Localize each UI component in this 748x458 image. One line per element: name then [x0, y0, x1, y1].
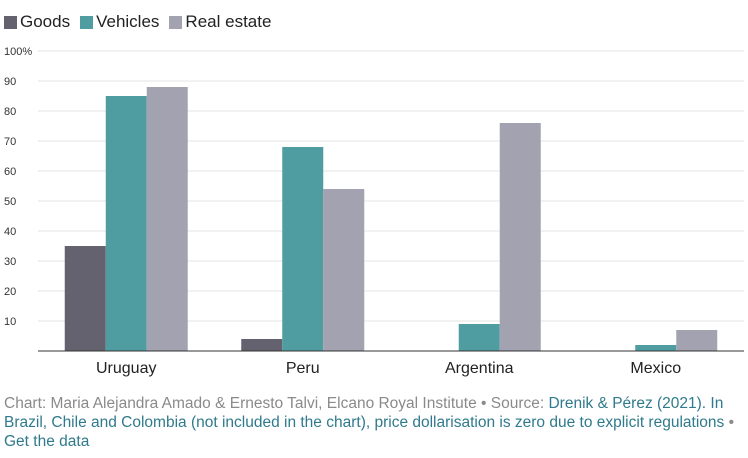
legend-item-vehicles: Vehicles [80, 12, 159, 32]
y-tick-label-80: 80 [4, 106, 16, 118]
caption-separator: • [724, 414, 734, 431]
bar-uruguay-real-estate [146, 87, 188, 351]
legend-label-vehicles: Vehicles [96, 12, 160, 31]
y-tick-label-70: 70 [4, 136, 16, 148]
get-the-data-link[interactable]: Get the data [4, 433, 90, 450]
bar-mexico-real-estate [676, 330, 718, 351]
chart-caption: Chart: Maria Alejandra Amado & Ernesto T… [4, 394, 744, 451]
x-tick-label-uruguay: Uruguay [96, 360, 156, 377]
bar-mexico-vehicles [635, 345, 677, 351]
legend-item-goods: Goods [4, 12, 70, 32]
bar-peru-vehicles [282, 147, 324, 351]
y-tick-label-50: 50 [4, 196, 16, 208]
bar-uruguay-goods [64, 246, 106, 351]
y-tick-label-90: 90 [4, 76, 16, 88]
legend-label-goods: Goods [20, 12, 71, 31]
legend-item-real-estate: Real estate [169, 12, 271, 32]
y-tick-label-20: 20 [4, 286, 16, 298]
legend-label-real-estate: Real estate [185, 12, 272, 31]
bar-argentina-real-estate [499, 123, 541, 351]
legend: Goods Vehicles Real estate [4, 12, 281, 32]
legend-swatch-vehicles [80, 15, 94, 29]
bar-argentina-vehicles [458, 324, 500, 351]
bar-peru-real-estate [323, 189, 365, 351]
legend-swatch-real-estate [169, 15, 183, 29]
y-tick-label-40: 40 [4, 226, 16, 238]
x-tick-label-mexico: Mexico [630, 360, 681, 377]
y-tick-label-100: 100% [4, 46, 32, 58]
source-link[interactable]: Drenik & Pérez (2021). In Brazil, Chile … [4, 395, 725, 431]
y-tick-label-60: 60 [4, 166, 16, 178]
caption-prefix: Chart: Maria Alejandra Amado & Ernesto T… [4, 395, 549, 412]
bar-chart: 10 20 30 40 50 60 70 80 90 100% Uruguay Peru Argenti… [4, 46, 744, 377]
x-tick-label-peru: Peru [286, 360, 320, 377]
legend-swatch-goods [4, 15, 17, 29]
x-tick-label-argentina: Argentina [445, 360, 514, 377]
y-tick-label-10: 10 [4, 316, 16, 328]
bar-uruguay-vehicles [105, 96, 147, 351]
y-tick-label-30: 30 [4, 256, 16, 268]
bar-peru-goods [241, 339, 283, 351]
